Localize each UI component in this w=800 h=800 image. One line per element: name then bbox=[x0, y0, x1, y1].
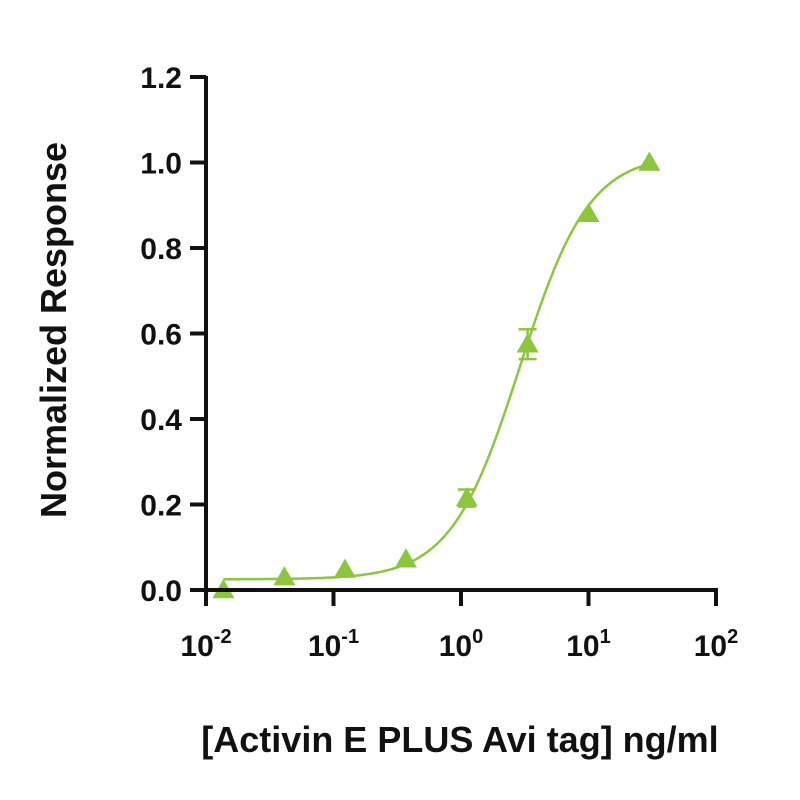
x-tick-label: 10-1 bbox=[308, 626, 359, 663]
data-point bbox=[273, 566, 296, 586]
y-tick-label: 0.4 bbox=[140, 404, 182, 437]
data-point bbox=[516, 333, 539, 353]
axes: 0.0 0.2 0.4 0.6 0.8 1.0 1.2 10-2 10-1 100 101 102 bbox=[140, 62, 738, 663]
fit-curve bbox=[223, 162, 650, 581]
data-point bbox=[455, 487, 478, 507]
data-point bbox=[333, 558, 356, 578]
data-point bbox=[638, 151, 661, 171]
y-tick-label: 0.0 bbox=[140, 575, 182, 608]
y-axis-title: Normalized Response bbox=[33, 142, 74, 518]
x-tick-label: 102 bbox=[694, 626, 739, 663]
y-tick-label: 0.2 bbox=[140, 490, 182, 523]
x-tick-label: 100 bbox=[439, 626, 484, 663]
x-tick-label: 101 bbox=[566, 626, 611, 663]
y-tick-label: 0.8 bbox=[140, 233, 182, 266]
plot-area bbox=[212, 151, 661, 599]
x-tick-label: 10-2 bbox=[180, 626, 231, 663]
x-axis-title: [Activin E PLUS Avi tag] ng/ml bbox=[201, 719, 718, 760]
data-point bbox=[394, 548, 417, 568]
y-tick-label: 1.0 bbox=[140, 148, 182, 181]
data-point bbox=[577, 202, 600, 223]
y-tick-label: 0.6 bbox=[140, 319, 182, 352]
y-tick-label: 1.2 bbox=[140, 62, 182, 95]
